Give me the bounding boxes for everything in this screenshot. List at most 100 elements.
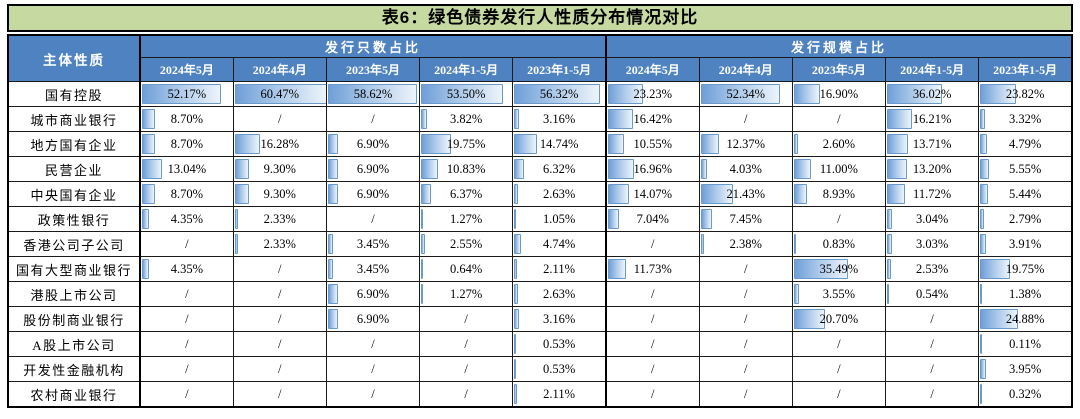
data-bar bbox=[234, 134, 260, 154]
value-cell: 20.70% bbox=[791, 306, 887, 332]
data-bar bbox=[421, 84, 503, 104]
cell-value: 13.20% bbox=[912, 161, 952, 176]
value-cell: 4.74% bbox=[512, 231, 607, 257]
data-bar bbox=[421, 134, 452, 154]
cell-value: / bbox=[743, 386, 748, 401]
data-bar bbox=[700, 209, 712, 229]
data-bar bbox=[234, 159, 249, 179]
cell-value: / bbox=[743, 111, 748, 126]
cell-value: 2.63% bbox=[542, 186, 576, 201]
table-row: A股上市公司 / / / / 0.53% / / / / 0.11% bbox=[7, 331, 1073, 357]
cell-value: 23.82% bbox=[1005, 86, 1045, 101]
cell-value: 6.90% bbox=[356, 136, 390, 151]
cell-value: / bbox=[837, 111, 841, 126]
data-bar bbox=[700, 184, 734, 204]
data-bar bbox=[234, 184, 249, 204]
data-bar bbox=[887, 134, 908, 154]
value-cell: 58.62% bbox=[325, 81, 421, 107]
value-cell: / bbox=[604, 381, 700, 408]
cell-value: 0.32% bbox=[1008, 386, 1042, 401]
cell-value: 4.03% bbox=[729, 161, 762, 176]
cell-value: 6.90% bbox=[356, 311, 390, 326]
cell-value: 2.55% bbox=[450, 236, 483, 251]
cell-value: / bbox=[464, 336, 468, 351]
issuer-distribution-table: 主体性质 发行只数占比 发行规模占比 2024年5月 2024年4月 2023年5月 2… bbox=[7, 34, 1073, 408]
value-cell: 6.90% bbox=[325, 281, 421, 307]
data-bar bbox=[514, 209, 517, 229]
value-cell: 3.45% bbox=[325, 256, 421, 282]
cell-value: / bbox=[185, 311, 189, 326]
data-bar bbox=[887, 234, 892, 254]
cell-value: / bbox=[278, 336, 282, 351]
cell-value: 60.47% bbox=[260, 86, 300, 101]
value-cell: / bbox=[232, 281, 327, 307]
value-cell: 11.00% bbox=[791, 156, 887, 182]
cell-value: / bbox=[743, 286, 748, 301]
value-cell: 0.53% bbox=[512, 331, 607, 357]
value-cell: 52.34% bbox=[698, 81, 793, 107]
period-header: 2023年1-5月 bbox=[978, 57, 1073, 82]
value-cell: / bbox=[232, 381, 327, 408]
value-cell: / bbox=[139, 306, 234, 332]
cell-value: / bbox=[651, 386, 655, 401]
value-cell: / bbox=[698, 381, 793, 408]
group-header-row: 主体性质 发行只数占比 发行规模占比 bbox=[7, 34, 1073, 82]
cell-value: 2.38% bbox=[729, 236, 762, 251]
cell-value: / bbox=[743, 261, 748, 276]
value-cell: 11.73% bbox=[604, 256, 700, 282]
cell-value: 0.83% bbox=[822, 236, 856, 251]
table-row: 农村商业银行 / / / / 2.11% / / / / 0.32% bbox=[7, 381, 1073, 408]
cell-value: 5.44% bbox=[1008, 186, 1042, 201]
cell-value: / bbox=[930, 311, 934, 326]
cell-value: 24.88% bbox=[1005, 311, 1045, 326]
value-cell: 3.91% bbox=[978, 231, 1073, 257]
data-bar bbox=[421, 109, 427, 129]
data-bar bbox=[327, 259, 334, 279]
data-bar bbox=[887, 109, 912, 129]
cell-value: 6.32% bbox=[542, 161, 576, 176]
period-header: 2024年5月 bbox=[604, 57, 700, 82]
value-cell: / bbox=[791, 331, 887, 357]
value-cell: 2.63% bbox=[512, 181, 607, 207]
period-header: 2024年4月 bbox=[232, 57, 327, 82]
data-bar bbox=[327, 134, 339, 154]
cell-value: 1.27% bbox=[450, 211, 483, 226]
value-cell: / bbox=[698, 331, 793, 357]
cell-value: 3.03% bbox=[915, 236, 949, 251]
value-cell: 2.38% bbox=[698, 231, 793, 257]
cell-value: 13.04% bbox=[167, 161, 207, 176]
cell-value: / bbox=[185, 336, 189, 351]
data-bar bbox=[700, 134, 720, 154]
value-cell: 1.38% bbox=[978, 281, 1073, 307]
row-label: 农村商业银行 bbox=[7, 381, 141, 408]
value-cell: 36.02% bbox=[884, 81, 980, 107]
row-label: 民营企业 bbox=[7, 156, 141, 182]
data-bar bbox=[607, 259, 626, 279]
cell-value: / bbox=[185, 236, 189, 251]
value-cell: 23.23% bbox=[604, 81, 700, 107]
data-bar bbox=[514, 109, 520, 129]
value-cell: / bbox=[325, 106, 421, 132]
cell-value: / bbox=[651, 361, 655, 376]
cell-value: 3.45% bbox=[356, 261, 390, 276]
value-cell: / bbox=[139, 381, 234, 408]
cell-value: 9.30% bbox=[263, 186, 296, 201]
cell-value: 2.33% bbox=[263, 211, 296, 226]
cell-value: 10.83% bbox=[446, 161, 486, 176]
value-cell: 1.27% bbox=[419, 206, 514, 232]
value-cell: / bbox=[884, 381, 980, 408]
table-row: 香港公司子公司 / 2.33% 3.45% 2.55% 4.74% / 2.38% 0.83% 3… bbox=[7, 231, 1073, 257]
value-cell: 19.75% bbox=[978, 256, 1073, 282]
data-bar bbox=[234, 234, 239, 254]
table-title: 表6：绿色债券发行人性质分布情况对比 bbox=[7, 4, 1073, 32]
cell-value: 3.16% bbox=[542, 111, 576, 126]
row-label: 地方国有企业 bbox=[7, 131, 141, 157]
cell-value: 2.79% bbox=[1008, 211, 1042, 226]
data-bar bbox=[142, 159, 162, 179]
value-cell: / bbox=[419, 306, 514, 332]
value-cell: / bbox=[604, 306, 700, 332]
value-cell: / bbox=[698, 281, 793, 307]
data-bar bbox=[793, 259, 848, 279]
data-bar bbox=[607, 134, 624, 154]
